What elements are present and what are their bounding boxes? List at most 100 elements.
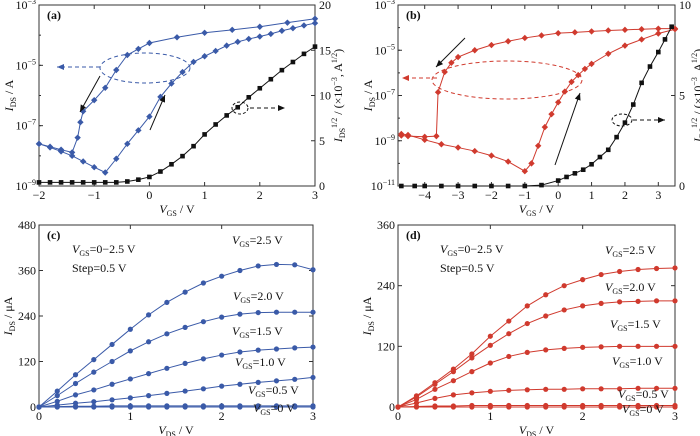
y2-tick-label: 0 bbox=[319, 179, 325, 193]
data-point bbox=[589, 161, 594, 167]
data-point bbox=[257, 85, 263, 91]
series-line bbox=[38, 311, 313, 408]
data-point bbox=[412, 183, 417, 189]
data-point bbox=[505, 183, 511, 189]
data-point bbox=[521, 34, 529, 42]
data-point bbox=[639, 80, 644, 86]
data-point bbox=[72, 380, 79, 387]
data-point bbox=[113, 155, 120, 162]
data-point bbox=[146, 113, 153, 120]
data-point bbox=[489, 183, 494, 189]
data-point bbox=[158, 169, 163, 174]
data-point bbox=[524, 349, 530, 355]
data-point bbox=[434, 88, 442, 96]
data-point bbox=[127, 395, 133, 401]
data-point bbox=[135, 45, 142, 53]
data-point bbox=[554, 99, 562, 106]
panel-label: (b) bbox=[406, 8, 421, 22]
data-point bbox=[74, 134, 81, 141]
plot-frame bbox=[397, 4, 676, 187]
series-5 bbox=[36, 404, 316, 410]
x-tick-label: 2 bbox=[580, 409, 586, 423]
data-point bbox=[219, 314, 225, 320]
y-axis-label: IDS​ / A bbox=[2, 79, 18, 112]
data-point bbox=[278, 27, 286, 34]
data-point bbox=[543, 404, 549, 410]
data-point bbox=[255, 263, 261, 269]
y2-tick-label: 10 bbox=[679, 0, 691, 12]
y-tick-label: 360 bbox=[18, 264, 36, 278]
data-point bbox=[506, 318, 512, 324]
data-point bbox=[487, 342, 493, 348]
curve-label: VGS​=1.0 V bbox=[235, 355, 286, 371]
series-line bbox=[38, 22, 316, 174]
data-point bbox=[568, 78, 575, 86]
curve-label: VGS​=0.5 V bbox=[618, 387, 669, 403]
data-point bbox=[292, 262, 298, 268]
data-point bbox=[169, 161, 174, 167]
data-point bbox=[672, 265, 678, 271]
data-point bbox=[255, 347, 261, 353]
curve-label: VGS​=1.0 V bbox=[612, 354, 663, 370]
data-point bbox=[292, 345, 298, 351]
data-point bbox=[310, 309, 316, 315]
series-line bbox=[397, 404, 675, 408]
y-tick-label: 10−9​ bbox=[374, 133, 395, 148]
x-tick-label: 1 bbox=[589, 188, 595, 202]
data-point bbox=[653, 265, 660, 272]
data-point bbox=[136, 177, 141, 182]
data-point bbox=[635, 266, 641, 273]
data-point bbox=[146, 339, 152, 345]
data-point bbox=[180, 153, 185, 159]
data-point bbox=[555, 178, 561, 183]
data-point bbox=[448, 59, 455, 66]
x-tick-label: 2 bbox=[622, 188, 628, 202]
y-tick-label: 360 bbox=[377, 218, 395, 232]
data-point bbox=[541, 123, 549, 131]
data-point bbox=[432, 395, 438, 402]
data-point bbox=[653, 298, 660, 304]
data-point bbox=[588, 60, 595, 68]
data-point bbox=[635, 404, 641, 410]
curve-label: VGS​=0.5 V bbox=[248, 383, 299, 399]
data-point bbox=[290, 59, 296, 65]
x-tick-label: 3 bbox=[672, 409, 678, 423]
data-point bbox=[656, 49, 661, 55]
y-tick-label: 10−11​ bbox=[371, 178, 395, 193]
data-point bbox=[127, 348, 133, 354]
data-point bbox=[182, 360, 188, 366]
x-tick-label: 3 bbox=[310, 409, 316, 423]
x-tick-label: −1 bbox=[518, 188, 531, 202]
data-point bbox=[77, 119, 84, 126]
data-point bbox=[219, 273, 225, 279]
sweep-direction-arrow bbox=[554, 92, 581, 166]
data-point bbox=[450, 404, 456, 410]
data-point bbox=[571, 29, 579, 36]
data-point bbox=[109, 404, 115, 410]
data-point bbox=[284, 19, 291, 26]
series-2 bbox=[36, 344, 316, 410]
y-tick-label: 480 bbox=[18, 218, 36, 232]
data-point bbox=[471, 47, 478, 54]
x-tick-label: 3 bbox=[312, 188, 318, 202]
data-point bbox=[399, 183, 404, 189]
left-axis-arrow-head bbox=[57, 64, 64, 70]
y-tick-label: 240 bbox=[18, 309, 36, 323]
data-point bbox=[454, 53, 462, 61]
data-point bbox=[398, 132, 405, 139]
x-tick-label: −2 bbox=[485, 188, 498, 202]
data-point bbox=[213, 122, 218, 127]
data-point bbox=[219, 383, 225, 389]
x-tick-label: 1 bbox=[127, 409, 133, 423]
y-axis-label: IDS​ / μA bbox=[1, 296, 17, 336]
dashed-ellipse bbox=[431, 60, 583, 100]
data-point bbox=[543, 313, 549, 319]
data-point bbox=[235, 104, 241, 110]
data-point bbox=[438, 141, 445, 148]
data-point bbox=[146, 312, 152, 318]
data-point bbox=[439, 183, 444, 189]
data-point bbox=[113, 180, 119, 185]
data-point bbox=[617, 268, 623, 275]
series-0 bbox=[398, 26, 679, 175]
data-point bbox=[127, 326, 133, 332]
